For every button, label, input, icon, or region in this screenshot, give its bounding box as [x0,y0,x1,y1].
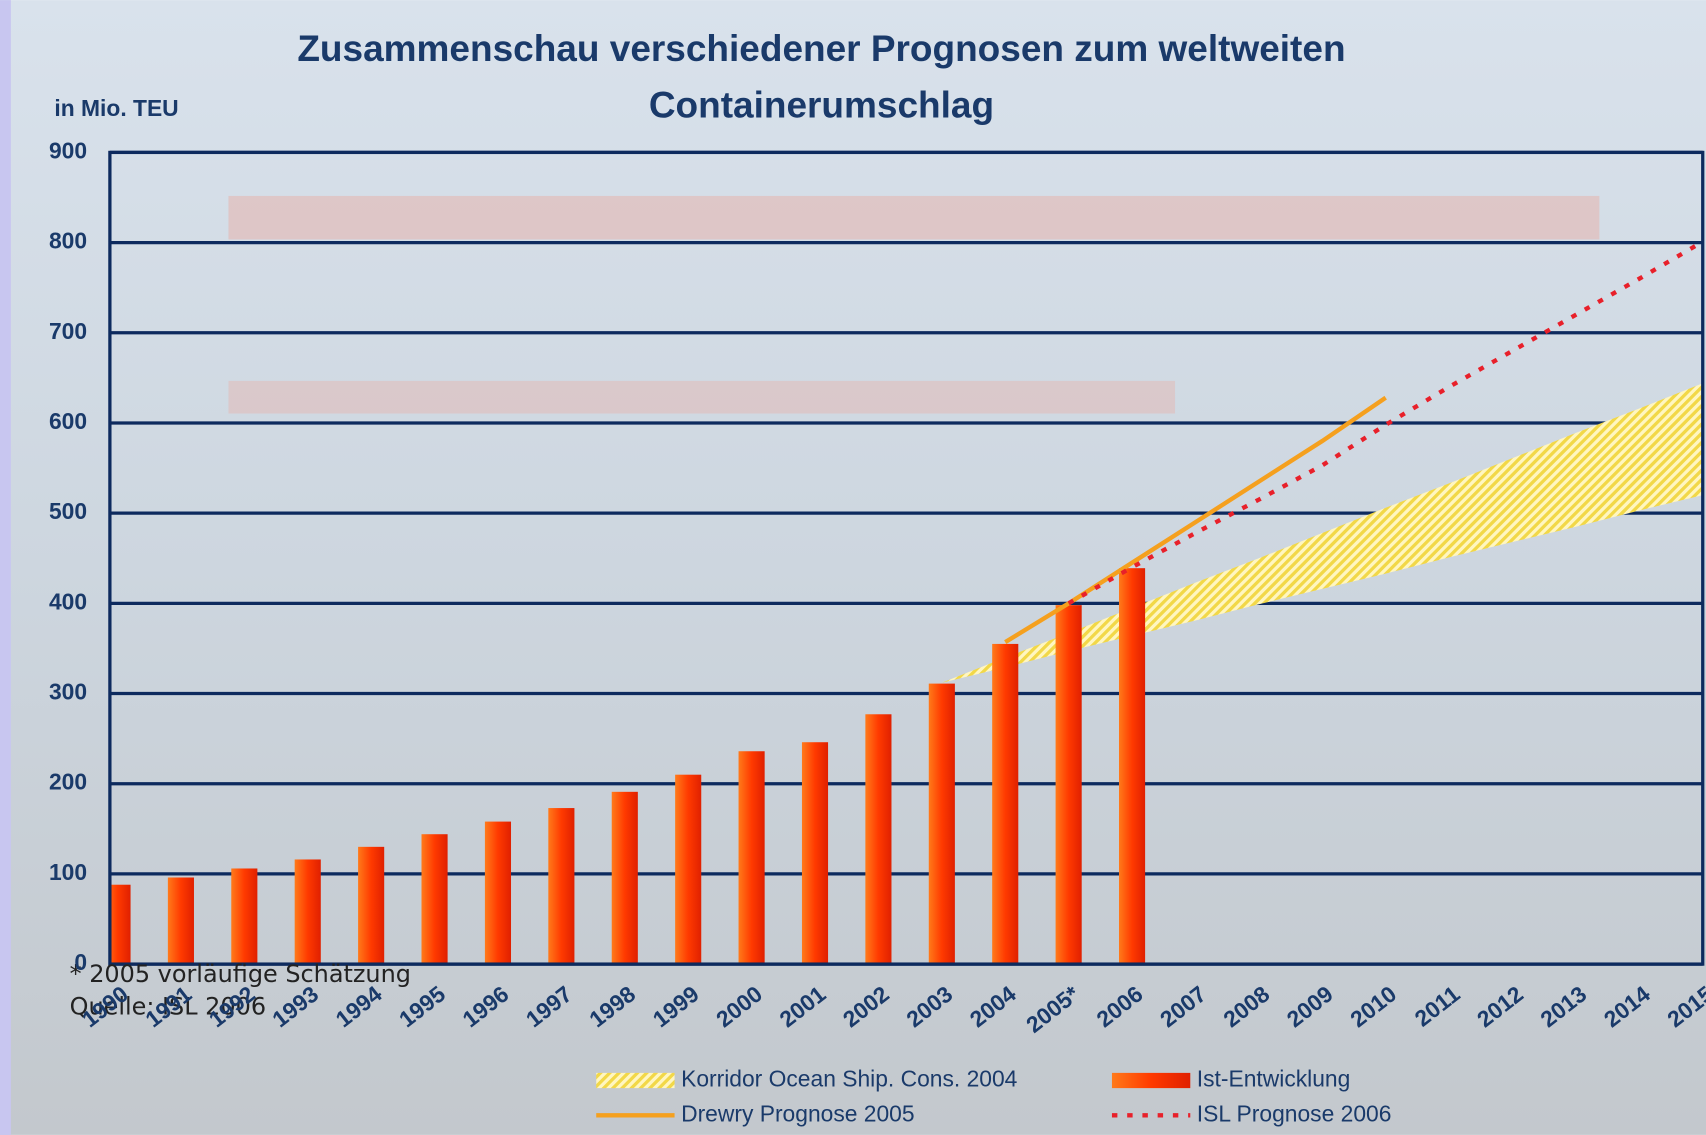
bar [928,683,955,965]
y-tick-label: 200 [49,769,87,795]
y-tick-label: 700 [49,318,87,344]
y-axis-label: in Mio. TEU [54,95,178,121]
y-tick-label: 400 [49,588,87,614]
footnote: Quelle: ISL 2006 [70,993,266,1021]
bar [992,643,1019,965]
bar [738,751,765,965]
y-tick-label: 500 [49,498,87,524]
bar [421,834,448,965]
legend-label: Ist-Entwicklung [1197,1066,1351,1092]
y-tick-label: 0 [74,949,87,975]
footnote: * 2005 vorläufige Schätzung [70,960,411,988]
bar [801,742,829,965]
bar [675,774,702,965]
bar [1055,605,1082,965]
bar [231,868,258,965]
legend-label: Korridor Ocean Ship. Cons. 2004 [681,1066,1018,1092]
photo-crane [228,380,1176,414]
y-tick-label: 900 [49,137,87,163]
bar [294,859,321,965]
photo-crane [228,195,1600,240]
legend-swatch [1111,1072,1191,1089]
y-tick-label: 100 [49,859,87,885]
chart-title: Zusammenschau verschiedener Prognosen zu… [297,28,1345,69]
bar [548,808,575,965]
y-tick-label: 600 [49,408,87,434]
bar [109,884,131,965]
bar [358,846,385,965]
legend-swatch [596,1072,675,1089]
chart-title: Containerumschlag [649,85,994,126]
bar [611,791,638,965]
y-tick-label: 300 [49,679,87,705]
plot-frame [108,150,1705,966]
legend-label: ISL Prognose 2006 [1197,1100,1392,1126]
bar [167,877,194,965]
y-tick-label: 800 [49,228,87,254]
bar [865,714,892,965]
legend-label: Drewry Prognose 2005 [681,1100,914,1126]
left-strip [0,0,11,1135]
bar [484,821,512,965]
bar [1118,568,1146,965]
